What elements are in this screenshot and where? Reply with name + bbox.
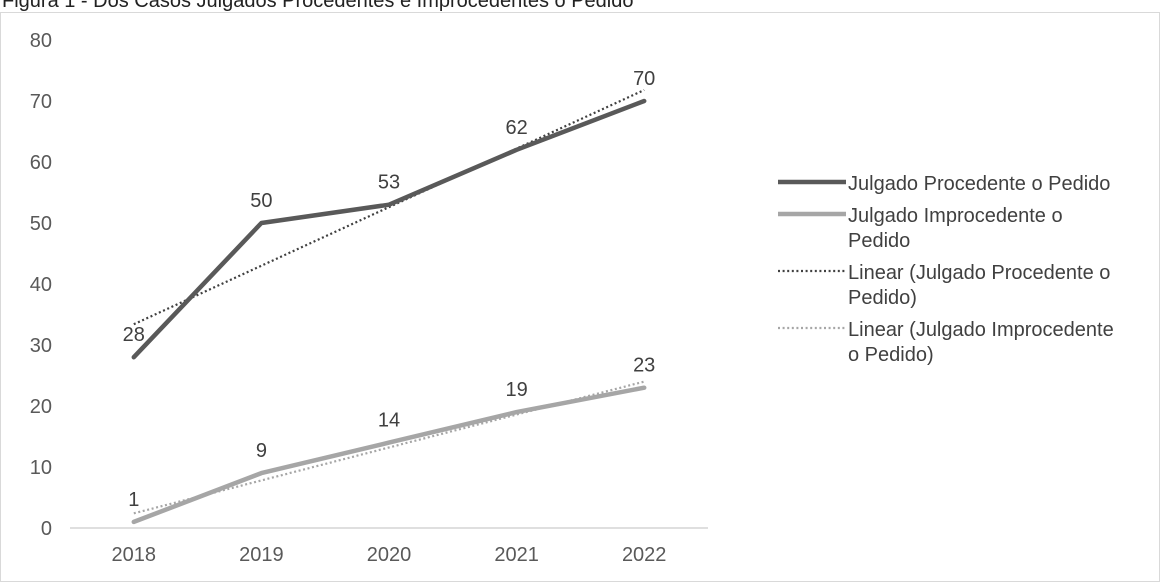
series-line <box>131 98 647 360</box>
y-tick-label: 20 <box>30 396 52 418</box>
data-label: 1 <box>128 489 139 511</box>
y-tick-label: 40 <box>30 274 52 296</box>
x-tick-label: 2019 <box>239 544 284 566</box>
legend-swatch <box>778 318 848 340</box>
y-tick-label: 0 <box>41 518 52 540</box>
legend-label: Linear (Julgado Procedente o Pedido) <box>848 262 1111 309</box>
x-tick-label: 2018 <box>112 544 157 566</box>
legend-swatch <box>778 261 848 283</box>
data-label: 62 <box>505 117 527 139</box>
series-line <box>131 385 647 525</box>
legend-item: Linear (Julgado Procedente o Pedido) <box>778 261 1158 311</box>
trendline <box>133 89 645 326</box>
data-label: 50 <box>250 190 272 212</box>
y-tick-label: 50 <box>30 213 52 235</box>
x-tick-label: 2020 <box>367 544 412 566</box>
y-tick-label: 10 <box>30 457 52 479</box>
y-tick-label: 80 <box>30 30 52 52</box>
data-label: 9 <box>256 440 267 462</box>
legend-item: Linear (Julgado Improcedente o Pedido) <box>778 318 1158 368</box>
legend-label: Julgado Improcedente o Pedido <box>848 205 1063 252</box>
figure-caption: Figura 1 - Dos Casos Julgados Procedente… <box>2 0 634 12</box>
y-tick-label: 30 <box>30 335 52 357</box>
y-tick-label: 60 <box>30 152 52 174</box>
x-tick-label: 2021 <box>494 544 539 566</box>
legend-item: Julgado Improcedente o Pedido <box>778 204 1158 254</box>
data-label: 14 <box>378 410 400 432</box>
legend-item: Julgado Procedente o Pedido <box>778 172 1158 197</box>
legend-swatch <box>778 172 848 194</box>
legend-label: Julgado Procedente o Pedido <box>848 173 1111 195</box>
legend-swatch <box>778 204 848 226</box>
data-label: 53 <box>378 172 400 194</box>
legend-label: Linear (Julgado Improcedente o Pedido) <box>848 319 1114 366</box>
chart-legend: Julgado Procedente o Pedido Julgado Impr… <box>778 172 1158 375</box>
data-label: 28 <box>123 324 145 346</box>
data-label: 70 <box>633 68 655 90</box>
data-label: 19 <box>505 379 527 401</box>
y-tick-label: 70 <box>30 91 52 113</box>
x-tick-label: 2022 <box>622 544 667 566</box>
data-label: 23 <box>633 355 655 377</box>
